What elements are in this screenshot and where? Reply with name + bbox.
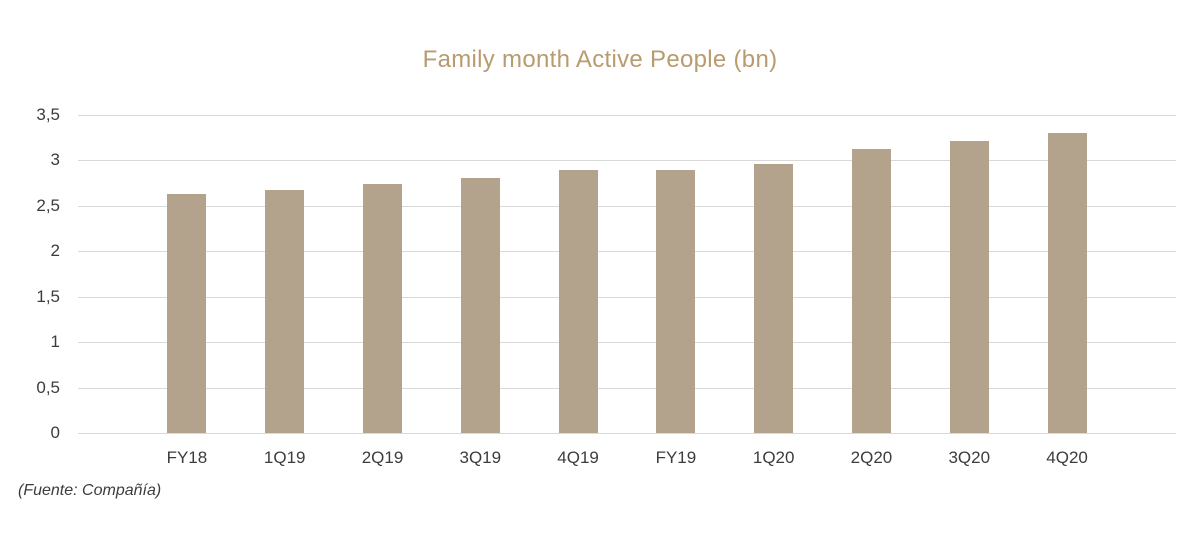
chart-title: Family month Active People (bn)	[422, 46, 778, 73]
gridline	[78, 387, 1176, 389]
gridline	[78, 251, 1176, 253]
gridline	[78, 115, 1176, 116]
bar-fy19	[656, 170, 696, 433]
x-tick-label: FY18	[166, 448, 208, 467]
y-tick-label: 1	[50, 332, 60, 352]
x-tick-label: 1Q19	[263, 448, 306, 467]
gridline	[78, 160, 1176, 162]
bar-3q20	[949, 141, 989, 433]
bar-3q19	[460, 177, 500, 433]
bar-slot	[823, 115, 921, 433]
x-tick-label: 2Q19	[361, 448, 404, 467]
gridline	[78, 433, 1176, 434]
gridline	[78, 205, 1176, 207]
y-tick-label: 3	[50, 150, 60, 170]
bar-slot	[334, 115, 432, 433]
bar-slot	[725, 115, 823, 433]
x-tick-label: 4Q19	[557, 448, 599, 467]
bar-2q20	[851, 148, 891, 433]
y-tick-label: 1,5	[36, 286, 60, 306]
x-tick-label: 3Q19	[459, 448, 502, 467]
bar-fy18	[167, 194, 207, 433]
gridlines	[78, 115, 1176, 434]
bar-slot	[431, 115, 529, 433]
x-axis-labels: FY18 1Q19 2Q19 3Q19 4Q19 FY19 1Q20 2Q20 3Q20 4Q20	[78, 448, 1176, 468]
x-tick-label: 4Q20	[1046, 448, 1088, 467]
bar-slot	[236, 115, 334, 433]
y-tick-label: 3,5	[36, 105, 60, 124]
x-tick-label: 3Q20	[948, 448, 991, 467]
bar-slot	[1018, 115, 1116, 433]
gridline	[78, 296, 1176, 298]
source-note: (Fuente: Compañía)	[18, 482, 162, 499]
x-tick-label: FY19	[655, 448, 697, 467]
bar-4q19	[558, 170, 598, 433]
y-tick-label: 2,5	[36, 195, 60, 215]
bar-slot	[138, 115, 236, 433]
bar-slot	[529, 115, 627, 433]
y-tick-label: 0,5	[36, 377, 60, 397]
plot-area: 0 0,5 1 1,5 2 2,5 3 3,5 FY18 1Q19 2Q19 3Q19 4Q19 FY1…	[36, 105, 1176, 467]
bar-2q19	[362, 184, 402, 433]
bars-container	[78, 115, 1176, 433]
x-tick-label: 2Q20	[850, 448, 893, 467]
y-tick-label: 2	[50, 241, 60, 261]
bar-slot	[920, 115, 1018, 433]
y-axis-labels: 0 0,5 1 1,5 2 2,5 3 3,5	[0, 105, 60, 442]
bar-1q19	[265, 190, 305, 433]
gridline	[78, 342, 1176, 344]
bar-slot	[627, 115, 725, 433]
y-tick-label: 0	[50, 423, 60, 442]
x-tick-label: 1Q20	[752, 448, 795, 467]
bar-1q20	[754, 164, 794, 433]
bar-4q20	[1047, 133, 1087, 433]
